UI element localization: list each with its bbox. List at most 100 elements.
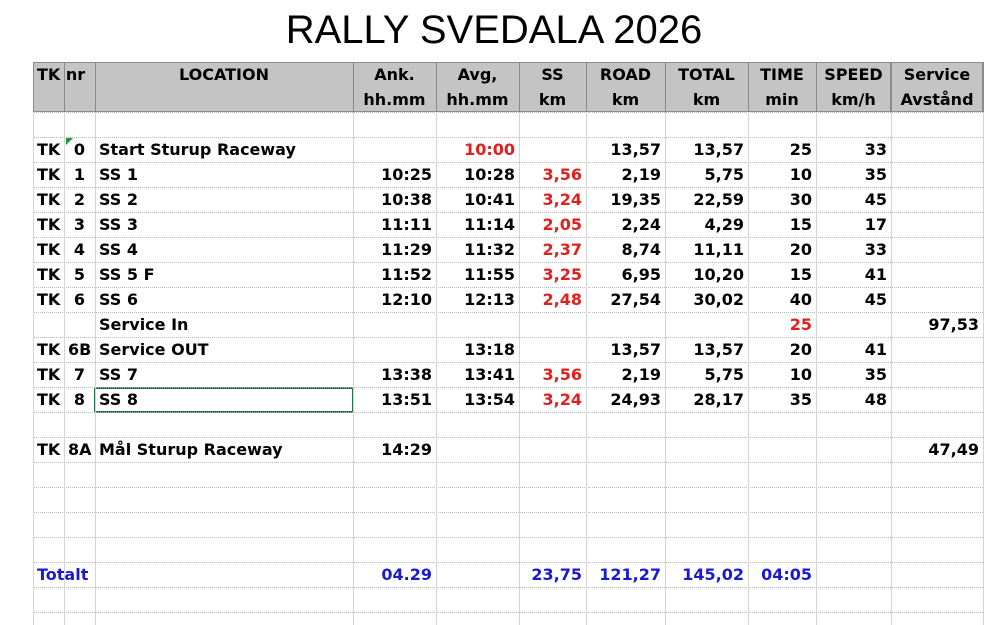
grid-row-line xyxy=(33,162,983,163)
table-cell: TK xyxy=(37,290,61,309)
table-cell: 20 xyxy=(789,240,812,259)
table-cell: SS 7 xyxy=(99,365,139,384)
table-cell: TK xyxy=(37,265,61,284)
grid-row-line xyxy=(33,287,983,288)
table-cell: TK xyxy=(37,165,61,184)
grid-row-line xyxy=(33,312,983,313)
table-cell: 10 xyxy=(789,165,812,184)
table-cell: 10:41 xyxy=(464,190,515,209)
header-cell: hh.mm xyxy=(446,90,509,109)
grid-col-line xyxy=(519,112,520,625)
header-cell: Ank. xyxy=(374,65,415,84)
header-cell: Avstånd xyxy=(900,90,974,109)
grid-row-line xyxy=(33,437,983,438)
table-cell: 33 xyxy=(864,140,887,159)
table-cell: 2,24 xyxy=(621,215,661,234)
table-cell: 7 xyxy=(73,365,86,384)
grid-row-line xyxy=(33,562,983,563)
grid-row-line xyxy=(33,362,983,363)
header-cell: min xyxy=(765,90,799,109)
table-cell: SS 6 xyxy=(99,290,139,309)
table-cell: 45 xyxy=(864,290,887,309)
header-col-line xyxy=(983,62,984,112)
table-cell: 14:29 xyxy=(381,440,432,459)
table-cell: 04.29 xyxy=(381,565,432,584)
table-cell: 3,24 xyxy=(542,190,582,209)
grid-row-line xyxy=(33,137,983,138)
table-cell: 35 xyxy=(789,390,812,409)
table-cell: 13,57 xyxy=(610,340,661,359)
header-col-line xyxy=(64,62,65,112)
grid-row-line xyxy=(33,212,983,213)
grid-col-line xyxy=(586,112,587,625)
header-cell: LOCATION xyxy=(179,65,269,84)
header-col-line xyxy=(436,62,437,112)
header-col-line xyxy=(748,62,749,112)
grid-row-line xyxy=(33,112,983,113)
table-cell: 10:25 xyxy=(381,165,432,184)
table-cell: SS 8 xyxy=(99,390,139,409)
table-cell: 04:05 xyxy=(761,565,812,584)
table-cell: 145,02 xyxy=(682,565,744,584)
grid-row-line xyxy=(33,612,983,613)
table-cell: 11:55 xyxy=(464,265,515,284)
table-cell: 47,49 xyxy=(928,440,979,459)
table-cell: 8A xyxy=(68,440,92,459)
table-cell: 8,74 xyxy=(621,240,661,259)
table-cell: 30,02 xyxy=(693,290,744,309)
table-cell: 5,75 xyxy=(704,165,744,184)
table-cell: 33 xyxy=(864,240,887,259)
table-cell: 5,75 xyxy=(704,365,744,384)
table-cell: TK xyxy=(37,365,61,384)
table-cell: SS 1 xyxy=(99,165,139,184)
grid-row-line xyxy=(33,537,983,538)
table-cell: TK xyxy=(37,340,61,359)
grid-col-line xyxy=(95,112,96,625)
table-cell: SS 3 xyxy=(99,215,139,234)
table-cell: SS 5 F xyxy=(99,265,155,284)
header-col-line xyxy=(891,62,892,112)
table-cell: 13,57 xyxy=(610,140,661,159)
table-cell: 3,56 xyxy=(542,165,582,184)
header-band-service xyxy=(891,62,983,112)
table-cell: 6,95 xyxy=(621,265,661,284)
table-cell: 13,57 xyxy=(693,340,744,359)
table-cell: 12:13 xyxy=(464,290,515,309)
grid-col-line xyxy=(33,112,34,625)
table-cell: TK xyxy=(37,215,61,234)
header-cell: hh.mm xyxy=(363,90,426,109)
grid-col-line xyxy=(665,112,666,625)
grid-row-line xyxy=(33,337,983,338)
table-cell: 13,57 xyxy=(693,140,744,159)
grid-row-line xyxy=(33,412,983,413)
table-cell: TK xyxy=(37,190,61,209)
header-cell: km xyxy=(538,90,567,109)
header-col-line xyxy=(95,62,96,112)
table-cell: TK xyxy=(37,140,61,159)
table-cell: 27,54 xyxy=(610,290,661,309)
table-cell: 3,25 xyxy=(542,265,582,284)
table-cell: 2,37 xyxy=(542,240,582,259)
header-col-line xyxy=(519,62,520,112)
table-cell: 35 xyxy=(864,165,887,184)
grid-row-line xyxy=(33,237,983,238)
table-cell: 3,24 xyxy=(542,390,582,409)
grid-row-line xyxy=(33,512,983,513)
header-cell: TK nr xyxy=(37,65,86,84)
table-cell: 19,35 xyxy=(610,190,661,209)
grid-col-line xyxy=(816,112,817,625)
table-cell: 4,29 xyxy=(704,215,744,234)
table-cell: 13:54 xyxy=(464,390,515,409)
table-cell: 48 xyxy=(864,390,887,409)
grid-row-line xyxy=(33,187,983,188)
header-cell: ROAD xyxy=(599,65,652,84)
table-cell: 15 xyxy=(789,265,812,284)
table-cell: Mål Sturup Raceway xyxy=(99,440,283,459)
table-cell: 17 xyxy=(864,215,887,234)
table-cell: 15 xyxy=(789,215,812,234)
table-cell: 2,19 xyxy=(621,365,661,384)
table-cell: 22,59 xyxy=(693,190,744,209)
grid-row-line xyxy=(33,262,983,263)
header-cell: SPEED xyxy=(824,65,883,84)
